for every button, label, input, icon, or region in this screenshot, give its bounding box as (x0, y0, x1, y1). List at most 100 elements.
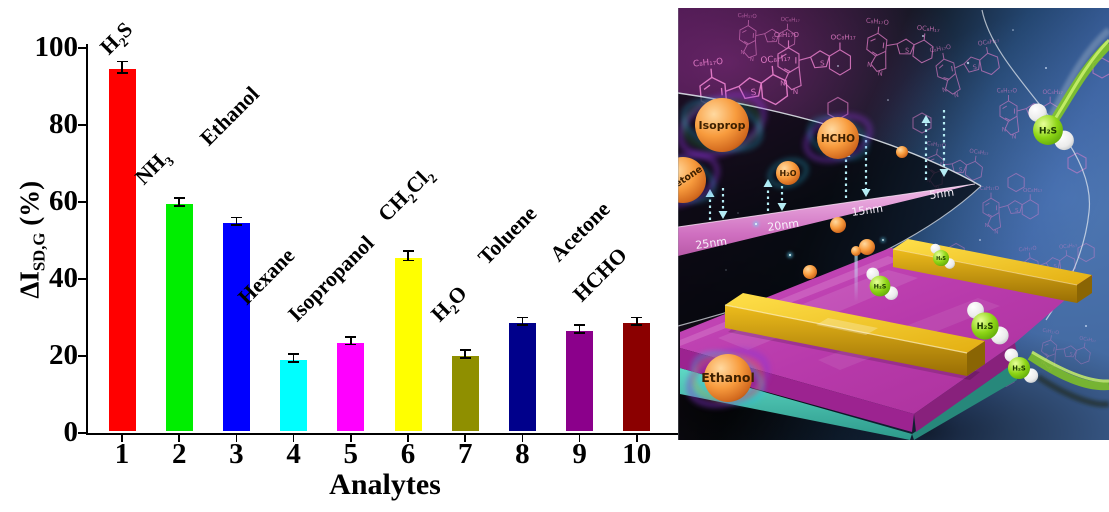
light-beam (854, 254, 858, 302)
bar-label-3: Ethanol (195, 82, 265, 151)
error-bar (235, 217, 238, 226)
bar-analyte-2 (163, 202, 195, 433)
bar-analyte-9 (564, 329, 596, 433)
error-bar-cap (230, 216, 242, 219)
x-axis-tick (578, 435, 581, 442)
h2s-swoosh-bottom-right (1027, 350, 1109, 408)
error-bar (121, 61, 123, 74)
y-axis-tick (78, 47, 86, 49)
error-bar (292, 354, 295, 362)
error-bar-cap (345, 343, 357, 346)
bar-analyte-10 (621, 321, 653, 433)
h2s-swoosh-top-right (1045, 27, 1109, 128)
x-axis-tick (178, 435, 181, 442)
bar-label-8: Toluene (473, 201, 542, 270)
error-bar-cap (345, 335, 357, 338)
analyte-sphere-acetone: Acetone (678, 152, 721, 208)
x-axis-tick (349, 435, 352, 442)
y-axis-tick-label: 80 (49, 108, 78, 140)
analyte-sphere-formaldehyde: HCHO (803, 113, 873, 163)
error-bar (578, 325, 581, 333)
y-axis-tick-label: 20 (49, 339, 78, 371)
x-axis-tick-label: 7 (457, 438, 473, 470)
x-axis-tick-label: 4 (286, 438, 301, 470)
x-axis-tick-label: 2 (171, 438, 187, 470)
analyte-sphere-isopropanol: Isoprop (678, 91, 768, 159)
error-bar-cap (288, 353, 300, 355)
x-axis-tick (521, 435, 524, 442)
error-bar-cap (288, 360, 300, 363)
x-axis-tick-label: 9 (572, 438, 587, 470)
x-axis-tick (407, 435, 409, 442)
film-thickness-wedge: 25nm 20nm 15nm 5nm (678, 183, 976, 256)
y-axis-tick (78, 124, 86, 126)
water-sphere-label: H₂O (780, 169, 797, 178)
x-axis-tick-label: 8 (515, 438, 530, 470)
x-axis (86, 433, 678, 435)
x-axis-tick (235, 435, 238, 442)
y-axis-tick-label: 100 (34, 31, 79, 63)
error-bar (636, 317, 638, 326)
x-axis-tick-label: 3 (229, 438, 244, 470)
error-bar (407, 251, 409, 261)
x-axis-tick (464, 435, 467, 442)
y-axis-tick-label: 60 (49, 185, 78, 217)
thickness-label-15nm: 15nm (851, 202, 884, 219)
error-bar (464, 350, 466, 358)
bar-analyte-1 (106, 67, 138, 433)
x-axis-tick (635, 435, 638, 442)
error-bar-cap (574, 332, 586, 334)
thickness-label-25nm: 25nm (695, 235, 728, 252)
bar-analyte-5 (335, 340, 367, 433)
x-axis-tick-label: 10 (622, 438, 652, 470)
bar-label-6: CH2Cl2 (373, 166, 441, 227)
error-bar-cap (574, 324, 586, 327)
error-bar-cap (631, 316, 643, 319)
error-bar-cap (402, 259, 414, 262)
illustration-edge (678, 8, 679, 440)
error-bar-cap (631, 324, 643, 327)
formaldehyde-sphere-label: HCHO (821, 133, 855, 145)
error-bar-cap (116, 72, 128, 74)
y-axis (86, 44, 88, 435)
y-axis-tick (78, 355, 86, 357)
error-bar-cap (459, 357, 471, 359)
bar-analyte-8 (506, 321, 538, 433)
bar-label-5: Isopropanol (283, 230, 379, 326)
error-bar (521, 317, 524, 326)
sensor-illustration: S N N C₈H₁₇O OC₈H₁₇ H₂S (678, 8, 1109, 440)
error-bar (178, 198, 180, 206)
x-axis-title: Analytes (329, 468, 441, 501)
bar-analyte-6 (392, 255, 424, 433)
error-bar-cap (516, 324, 528, 327)
bar-analyte-7 (449, 354, 481, 433)
y-axis-tick-label: 0 (63, 416, 79, 448)
y-axis-tick-label: 40 (49, 262, 78, 294)
error-bar-cap (516, 316, 528, 319)
beam-particle (851, 246, 861, 256)
error-bar-cap (116, 60, 128, 63)
thickness-label-5nm: 5nm (929, 186, 955, 202)
ethanol-sphere-label: Ethanol (701, 370, 755, 385)
isopropanol-sphere-label: Isoprop (699, 119, 746, 132)
y-axis-tick (78, 278, 86, 280)
x-axis-tick (292, 435, 295, 442)
error-bar-cap (402, 250, 414, 253)
gold-electrode-front (724, 293, 985, 380)
bar-analyte-3 (220, 221, 252, 433)
error-bar-cap (173, 204, 185, 207)
y-axis-tick (78, 432, 86, 434)
x-axis-tick-label: 1 (114, 438, 130, 470)
thickness-label-20nm: 20nm (767, 217, 800, 234)
error-bar-cap (173, 197, 185, 200)
bar-analyte-4 (278, 357, 310, 433)
error-bar-cap (230, 224, 242, 226)
polymer-film-side-face (914, 343, 1018, 432)
bar-label-1: H2S (95, 17, 138, 60)
flow-boundary-curve (981, 9, 1091, 321)
x-axis-tick-label: 5 (343, 438, 359, 470)
analyte-sphere-water: H₂O (767, 158, 809, 188)
analyte-sphere-ethanol: Ethanol (686, 348, 770, 408)
